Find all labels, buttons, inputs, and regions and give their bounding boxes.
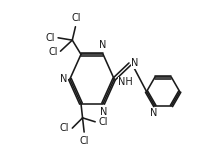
Text: Cl: Cl xyxy=(60,123,69,133)
Text: N: N xyxy=(100,107,108,117)
Text: Cl: Cl xyxy=(99,117,108,127)
Text: N: N xyxy=(131,58,139,68)
Text: Cl: Cl xyxy=(79,136,89,146)
Text: N: N xyxy=(99,40,107,50)
Text: NH: NH xyxy=(118,77,133,87)
Text: N: N xyxy=(150,108,158,118)
Text: Cl: Cl xyxy=(71,13,81,23)
Text: Cl: Cl xyxy=(46,33,55,43)
Text: N: N xyxy=(60,74,67,84)
Text: Cl: Cl xyxy=(49,47,58,57)
